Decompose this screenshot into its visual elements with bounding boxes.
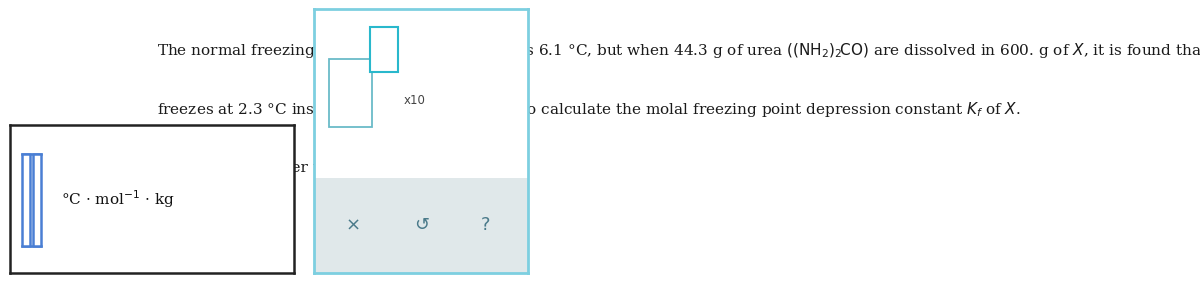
Text: Round your answer to 2 significant digits.: Round your answer to 2 significant digit… [157,161,482,175]
FancyBboxPatch shape [32,154,41,246]
Text: °C $\cdot$ mol$^{-1}$ $\cdot$ kg: °C $\cdot$ mol$^{-1}$ $\cdot$ kg [61,188,174,210]
FancyBboxPatch shape [23,154,30,246]
Text: x10: x10 [404,95,426,107]
FancyBboxPatch shape [370,27,397,72]
Text: ?: ? [480,216,490,234]
FancyBboxPatch shape [329,59,372,127]
Text: ×: × [346,216,360,234]
FancyBboxPatch shape [314,178,528,273]
Text: freezes at 2.3 °C instead. Use this information to calculate the molal freezing : freezes at 2.3 °C instead. Use this info… [157,100,1021,119]
Text: The normal freezing point of a certain liquid $X$ is 6.1 °C, but when 44.3 g of : The normal freezing point of a certain l… [157,41,1200,60]
Text: ↺: ↺ [414,216,428,234]
